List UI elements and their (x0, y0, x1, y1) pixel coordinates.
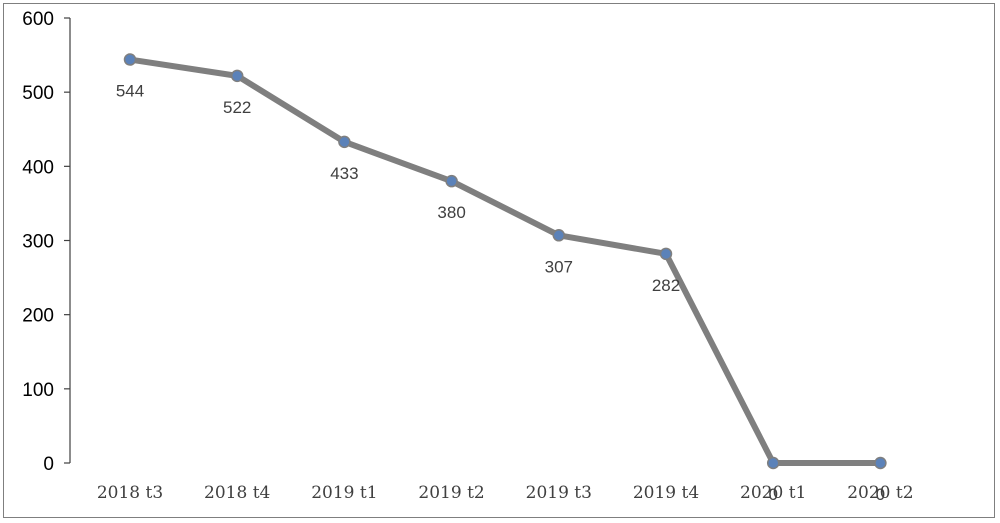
data-label: 282 (652, 276, 680, 295)
data-label: 307 (545, 257, 573, 276)
y-tick-label: 500 (22, 83, 54, 104)
y-axis-ticks: 0 100 200 300 400 500 600 (22, 9, 70, 475)
data-label: 0 (876, 485, 885, 504)
data-label: 380 (437, 203, 465, 222)
data-point (766, 456, 780, 470)
y-tick-label: 600 (22, 9, 54, 30)
data-point (338, 135, 351, 149)
x-tick-label: 2020 t2 (847, 483, 913, 503)
data-point (552, 229, 566, 242)
data-labels: 544 522 433 380 307 282 0 0 (116, 82, 885, 504)
x-tick-label: 2019 t4 (633, 483, 699, 503)
data-point (230, 69, 244, 83)
x-tick-label: 2018 t4 (204, 483, 270, 503)
y-tick-label: 200 (22, 306, 54, 327)
series-group (123, 53, 887, 470)
y-tick-label: 400 (22, 157, 54, 178)
x-tick-label: 2019 t3 (526, 483, 592, 503)
x-axis-tick-labels: 2018 t3 2018 t4 2019 t1 2019 t2 2019 t3 2019 … (97, 483, 914, 503)
y-tick-label: 300 (22, 232, 54, 253)
series-line (127, 56, 884, 466)
y-tick-label: 0 (43, 454, 54, 475)
data-label: 544 (116, 82, 144, 101)
data-label: 0 (768, 485, 777, 504)
data-point (123, 53, 137, 66)
chart-border (3, 3, 995, 518)
x-tick-label: 2020 t1 (740, 483, 806, 503)
x-tick-label: 2019 t1 (311, 483, 377, 503)
data-point (874, 456, 887, 470)
data-point (445, 174, 458, 188)
data-label: 522 (223, 98, 251, 117)
data-point (659, 247, 673, 261)
x-tick-label: 2018 t3 (97, 483, 163, 503)
data-label: 433 (330, 164, 358, 183)
x-tick-label: 2019 t2 (418, 483, 484, 503)
y-tick-label: 100 (22, 380, 54, 401)
